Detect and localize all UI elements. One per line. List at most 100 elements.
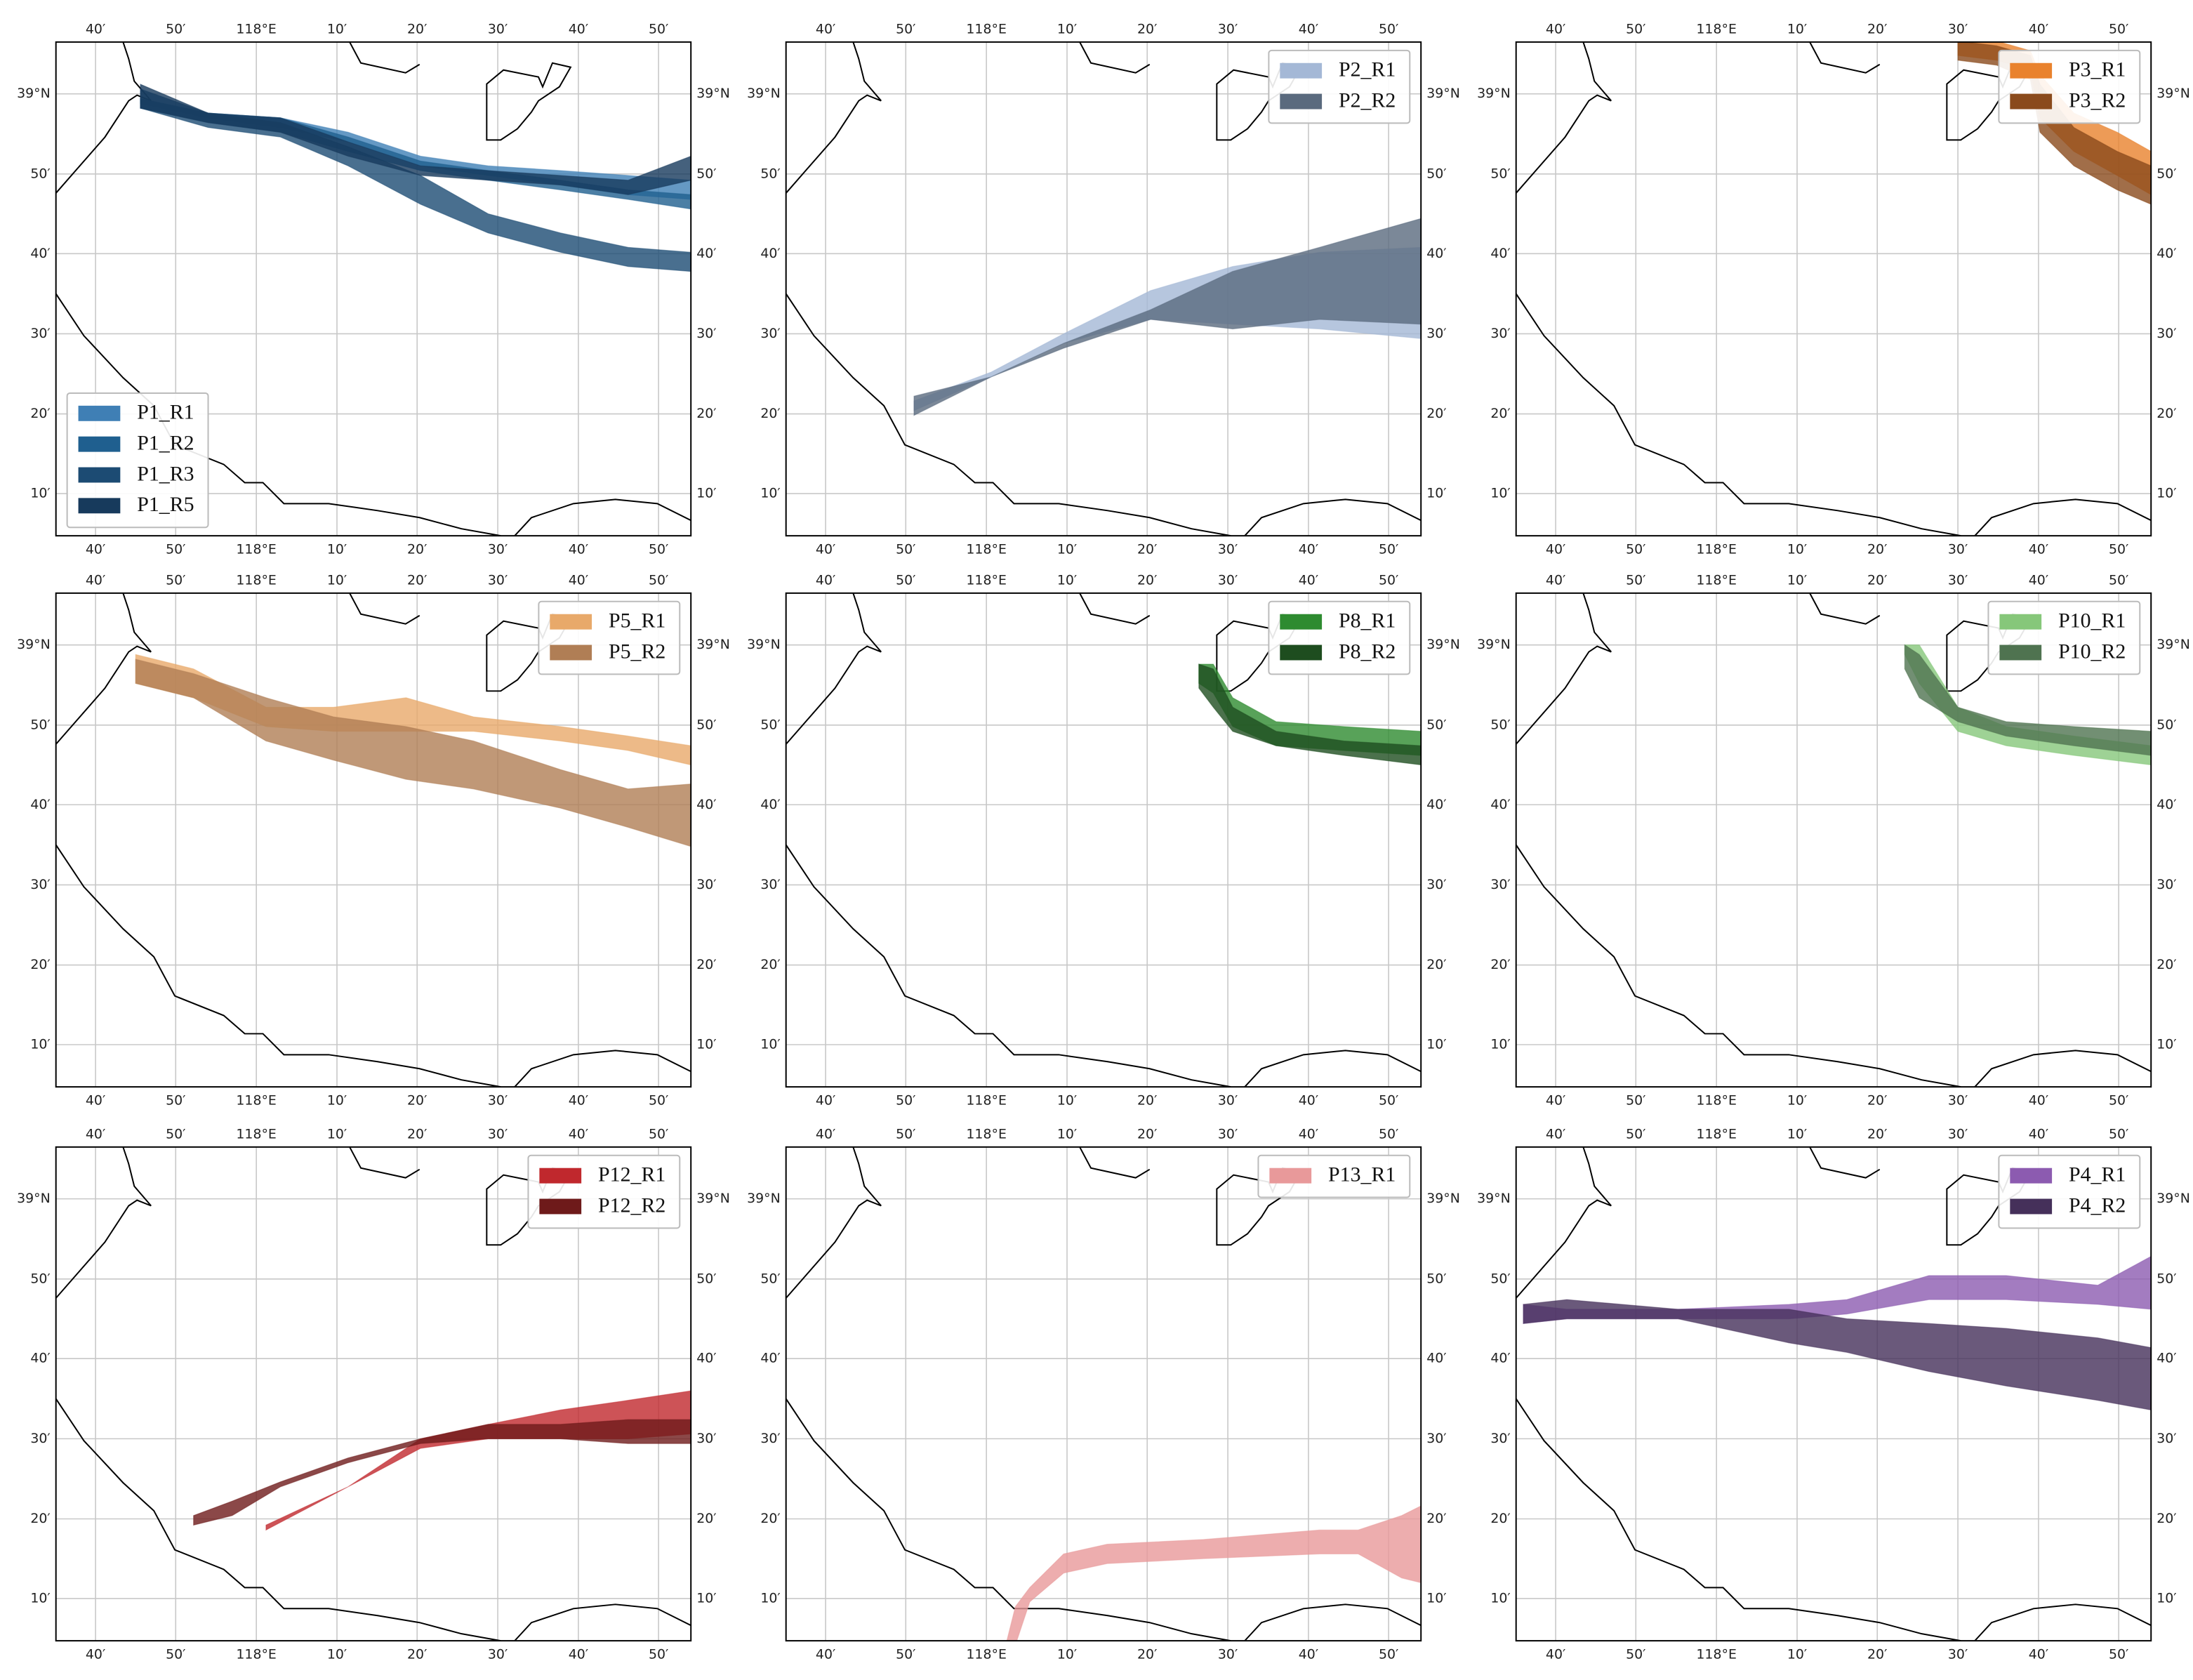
x-tick-label: 10′ bbox=[327, 1647, 347, 1662]
map-panel: 40′ 40′ 50′ 50′ 118°E 118°E 10′ 10′ 20′ 20′ 30′ 30′… bbox=[17, 572, 730, 1108]
x-tick-label: 20′ bbox=[1867, 1647, 1887, 1662]
x-tick-label: 50′ bbox=[1626, 572, 1645, 588]
x-tick-label: 30′ bbox=[488, 1126, 508, 1142]
trajectory-band bbox=[1523, 1299, 2152, 1410]
legend: P2_R1 P2_R2 bbox=[1268, 49, 1411, 124]
y-tick-label: 30′ bbox=[1426, 326, 1446, 341]
x-tick-label: 118°E bbox=[1696, 1126, 1737, 1142]
map-area bbox=[1516, 1146, 2152, 1641]
legend-swatch bbox=[550, 614, 592, 630]
x-tick-label: 40′ bbox=[569, 572, 588, 588]
y-tick-label: 40′ bbox=[696, 797, 716, 812]
y-tick-label: 10′ bbox=[760, 1590, 780, 1606]
x-tick-label: 40′ bbox=[1546, 542, 1565, 557]
y-tick-label: 10′ bbox=[1426, 1590, 1446, 1606]
x-tick-label: 40′ bbox=[1546, 1093, 1565, 1109]
y-tick-label: 50′ bbox=[1426, 1271, 1446, 1286]
y-tick-label: 10′ bbox=[1490, 486, 1510, 501]
y-tick-label: 50′ bbox=[2156, 717, 2176, 732]
y-tick-label: 39°N bbox=[1426, 86, 1460, 101]
y-tick-label: 30′ bbox=[1426, 877, 1446, 892]
y-tick-label: 30′ bbox=[1490, 1431, 1510, 1446]
legend-swatch bbox=[1269, 1168, 1312, 1184]
x-tick-label: 20′ bbox=[1137, 572, 1157, 588]
y-tick-label: 10′ bbox=[30, 486, 50, 501]
x-tick-label: 30′ bbox=[1948, 572, 1968, 588]
x-tick-label: 20′ bbox=[1867, 21, 1887, 37]
y-tick-label: 50′ bbox=[1426, 717, 1446, 732]
x-tick-label: 40′ bbox=[86, 1126, 105, 1142]
x-tick-label: 50′ bbox=[1626, 21, 1645, 37]
y-tick-label: 39°N bbox=[2156, 1191, 2190, 1206]
y-tick-label: 39°N bbox=[17, 1191, 51, 1206]
y-tick-label: 39°N bbox=[747, 637, 781, 652]
legend-label: P1_R2 bbox=[137, 432, 194, 455]
y-tick-label: 40′ bbox=[760, 1351, 780, 1366]
y-tick-label: 39°N bbox=[1477, 1191, 1511, 1206]
x-tick-label: 118°E bbox=[236, 1093, 277, 1109]
x-tick-label: 30′ bbox=[488, 572, 508, 588]
x-tick-label: 10′ bbox=[1787, 1647, 1807, 1662]
x-tick-label: 118°E bbox=[236, 1647, 277, 1662]
x-tick-label: 10′ bbox=[1057, 21, 1077, 37]
y-tick-label: 40′ bbox=[760, 797, 780, 812]
legend-label: P2_R1 bbox=[1339, 58, 1396, 81]
y-tick-label: 50′ bbox=[760, 717, 780, 732]
y-tick-label: 30′ bbox=[30, 326, 50, 341]
legend-label: P1_R1 bbox=[137, 401, 194, 424]
legend-label: P8_R1 bbox=[1339, 609, 1396, 633]
x-tick-label: 10′ bbox=[327, 572, 347, 588]
legend-swatch bbox=[1999, 644, 2042, 661]
x-tick-label: 40′ bbox=[816, 1647, 835, 1662]
x-tick-label: 40′ bbox=[1299, 542, 1318, 557]
y-tick-label: 50′ bbox=[696, 717, 716, 732]
frame bbox=[1515, 1146, 2152, 1642]
y-tick-label: 20′ bbox=[30, 957, 50, 972]
x-tick-label: 118°E bbox=[1696, 542, 1737, 557]
y-tick-label: 20′ bbox=[760, 406, 780, 421]
legend-label: P3_R1 bbox=[2069, 58, 2126, 81]
x-tick-label: 50′ bbox=[166, 1126, 185, 1142]
y-tick-label: 40′ bbox=[696, 1351, 716, 1366]
x-tick-label: 40′ bbox=[569, 1126, 588, 1142]
y-tick-label: 50′ bbox=[1490, 717, 1510, 732]
y-tick-label: 40′ bbox=[1426, 797, 1446, 812]
x-tick-label: 20′ bbox=[1137, 542, 1157, 557]
y-tick-label: 39°N bbox=[1426, 637, 1460, 652]
x-tick-label: 40′ bbox=[1546, 572, 1565, 588]
frame bbox=[1515, 41, 2152, 537]
y-tick-label: 50′ bbox=[696, 1271, 716, 1286]
x-tick-label: 40′ bbox=[816, 542, 835, 557]
x-tick-label: 30′ bbox=[1218, 21, 1238, 37]
x-tick-label: 40′ bbox=[1299, 21, 1318, 37]
y-tick-label: 40′ bbox=[696, 246, 716, 261]
x-tick-label: 40′ bbox=[1546, 1126, 1565, 1142]
y-tick-label: 20′ bbox=[1426, 406, 1446, 421]
y-tick-label: 20′ bbox=[2156, 1511, 2176, 1526]
trajectory-band bbox=[913, 218, 1422, 416]
x-tick-label: 10′ bbox=[1057, 1093, 1077, 1109]
y-tick-label: 50′ bbox=[760, 166, 780, 181]
y-tick-label: 20′ bbox=[2156, 406, 2176, 421]
map-area bbox=[786, 1146, 1422, 1641]
x-tick-label: 30′ bbox=[1948, 542, 1968, 557]
x-tick-label: 50′ bbox=[649, 572, 668, 588]
y-tick-label: 20′ bbox=[30, 1511, 50, 1526]
legend-swatch bbox=[78, 498, 121, 514]
y-tick-label: 30′ bbox=[30, 1431, 50, 1446]
x-tick-label: 40′ bbox=[1546, 21, 1565, 37]
y-tick-label: 50′ bbox=[2156, 1271, 2176, 1286]
legend-label: P13_R1 bbox=[1328, 1163, 1396, 1186]
x-tick-label: 20′ bbox=[1137, 1647, 1157, 1662]
y-tick-label: 39°N bbox=[1426, 1191, 1460, 1206]
x-tick-label: 30′ bbox=[1948, 1647, 1968, 1662]
y-tick-label: 30′ bbox=[696, 877, 716, 892]
x-tick-label: 10′ bbox=[1787, 21, 1807, 37]
x-tick-label: 50′ bbox=[896, 1647, 915, 1662]
x-tick-label: 50′ bbox=[2109, 572, 2128, 588]
y-tick-label: 30′ bbox=[760, 326, 780, 341]
x-tick-label: 50′ bbox=[1379, 572, 1398, 588]
y-tick-label: 30′ bbox=[760, 877, 780, 892]
x-tick-label: 118°E bbox=[1696, 21, 1737, 37]
legend-label: P12_R1 bbox=[598, 1163, 665, 1186]
